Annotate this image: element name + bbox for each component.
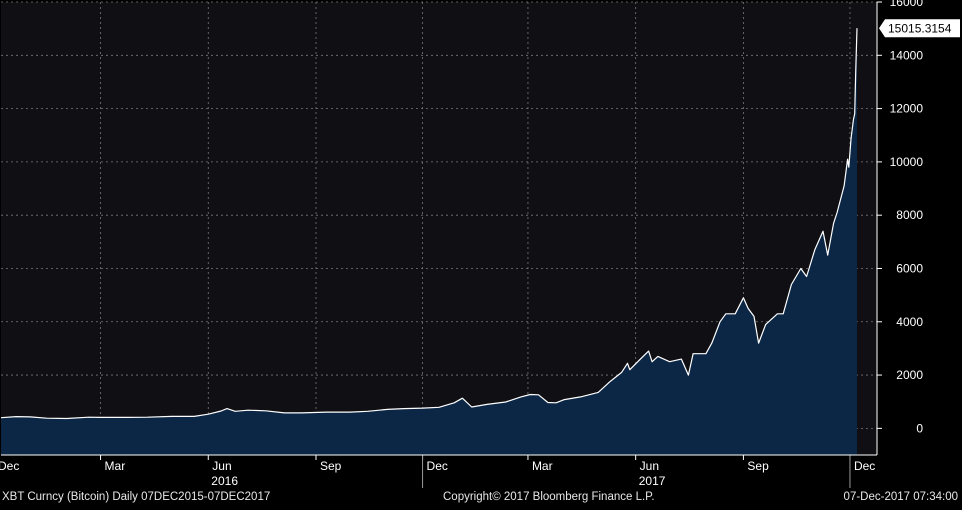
x-tick-label: Mar [532,459,553,473]
footer-security-info: XBT Curncy (Bitcoin) Daily 07DEC2015-07D… [2,491,271,503]
y-tick-label: 10000 [890,155,924,169]
x-tick-label: Mar [105,459,126,473]
grid-lines [1,1,877,455]
footer-timestamp: 07-Dec-2017 07:34:00 [843,491,958,503]
y-tick-label: 14000 [890,48,924,62]
last-value-box [879,19,960,38]
x-tick-label: Jun [212,459,231,473]
x-tick-label: Sep [747,459,769,473]
axes: 16000 14000 12000 10000 8000 6000 4000 2000 0 Dec… [0,0,923,488]
x-tick-label: Jun [640,459,659,473]
x-tick-label: Dec [427,459,448,473]
y-tick-label: 12000 [890,102,924,116]
price-series [0,28,858,455]
year-label: 2017 [639,474,666,488]
x-tick-label: Sep [320,459,342,473]
y-tick-label: 6000 [896,261,923,275]
price-line [0,28,858,420]
y-tick-label: 0 [916,421,923,435]
y-tick-label: 16000 [890,0,924,9]
last-value-label: 15015.3154 [888,22,952,36]
y-tick-label: 8000 [896,208,923,222]
last-value-label-group: 15015.3154 [879,19,960,38]
price-area-fill [1,28,857,455]
y-tick-label: 4000 [896,315,923,329]
x-tick-label: Dec [854,459,875,473]
year-label: 2016 [211,474,238,488]
y-tick-label: 2000 [896,368,923,382]
footer-copyright: Copyright© 2017 Bloomberg Finance L.P. [443,491,655,503]
x-tick-label: Dec [0,459,19,473]
